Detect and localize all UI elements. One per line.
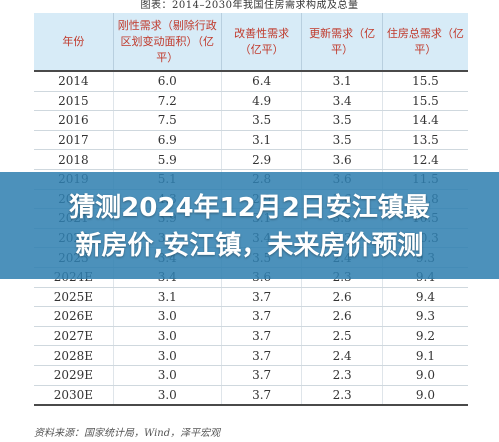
table-cell: 3.5 <box>220 110 302 131</box>
table-cell: 2.6 <box>301 306 383 327</box>
table-cell: 9.1 <box>381 345 468 366</box>
table-cell: 14.4 <box>381 110 468 131</box>
table-cell: 2026E <box>34 306 114 327</box>
header-renewal-demand: 更新需求（亿平） <box>301 13 383 72</box>
table-cell: 2.5 <box>301 326 383 347</box>
table-cell: 3.7 <box>220 345 302 366</box>
table-cell: 3.0 <box>112 385 222 407</box>
table-row: 2016 7.5 3.5 3.5 14.4 <box>34 110 468 131</box>
table-cell: 3.4 <box>301 91 383 112</box>
table-row: 2030E 3.0 3.7 2.3 9.0 <box>34 385 468 407</box>
table-cell: 3.7 <box>220 326 302 347</box>
table-cell: 2018 <box>34 149 114 170</box>
table-row: 2014 6.0 6.4 3.1 15.5 <box>34 71 468 92</box>
table-cell: 2.9 <box>220 149 302 170</box>
table-cell: 9.0 <box>381 365 468 386</box>
table-cell: 3.5 <box>301 130 383 151</box>
table-cell: 3.1 <box>220 130 302 151</box>
table-row: 2017 6.9 3.1 3.5 13.5 <box>34 130 468 151</box>
table-row: 2028E 3.0 3.7 2.4 9.1 <box>34 345 468 366</box>
header-improvement-demand: 改善性需求（亿平） <box>220 13 302 72</box>
table-cell: 2029E <box>34 365 114 386</box>
table-cell: 3.0 <box>112 306 222 327</box>
table-header-row: 年份 刚性需求（剔除行政区划变动面积）（亿平） 改善性需求（亿平） 更新需求（亿… <box>34 13 468 72</box>
header-year: 年份 <box>34 13 114 72</box>
table-cell: 6.9 <box>112 130 222 151</box>
table-cell: 3.7 <box>220 385 302 407</box>
table-cell: 2015 <box>34 91 114 112</box>
table-cell: 3.0 <box>112 365 222 386</box>
table-cell: 13.5 <box>381 130 468 151</box>
table-cell: 2027E <box>34 326 114 347</box>
table-cell: 7.2 <box>112 91 222 112</box>
table-row: 2029E 3.0 3.7 2.3 9.0 <box>34 365 468 386</box>
table-cell: 3.0 <box>112 326 222 347</box>
table-cell: 5.9 <box>112 149 222 170</box>
table-cell: 3.1 <box>301 71 383 92</box>
table-cell: 3.1 <box>112 287 222 308</box>
table-cell: 2030E <box>34 385 114 407</box>
table-cell: 2.3 <box>301 385 383 407</box>
header-total-demand: 住房总需求（亿平） <box>381 13 468 72</box>
table-cell: 2.6 <box>301 287 383 308</box>
table-cell: 3.0 <box>112 345 222 366</box>
table-cell: 7.5 <box>112 110 222 131</box>
table-cell: 2016 <box>34 110 114 131</box>
table-cell: 6.0 <box>112 71 222 92</box>
table-cell: 2.3 <box>301 365 383 386</box>
table-cell: 4.9 <box>220 91 302 112</box>
banner-title: 猜测2024年12月2日安江镇最 新房价,安江镇，未来房价预测 <box>69 193 430 261</box>
table-cell: 6.4 <box>220 71 302 92</box>
table-cell: 3.7 <box>220 365 302 386</box>
table-cell: 9.0 <box>381 385 468 407</box>
source-note: 资料来源：国家统计局，Wind，泽平宏观 <box>34 428 221 439</box>
table-row: 2018 5.9 2.9 3.6 12.4 <box>34 149 468 170</box>
table-cell: 15.5 <box>381 91 468 112</box>
header-rigid-demand: 刚性需求（剔除行政区划变动面积）（亿平） <box>112 13 222 72</box>
table-cell: 2025E <box>34 287 114 308</box>
table-cell: 3.5 <box>301 110 383 131</box>
table-row: 2025E 3.1 3.7 2.6 9.4 <box>34 287 468 308</box>
table-cell: 3.7 <box>220 306 302 327</box>
table-row: 2015 7.2 4.9 3.4 15.5 <box>34 91 468 112</box>
table-cell: 9.2 <box>381 326 468 347</box>
table-cell: 2014 <box>34 71 114 92</box>
table-cell: 3.7 <box>220 287 302 308</box>
table-cell: 2028E <box>34 345 114 366</box>
table-cell: 2017 <box>34 130 114 151</box>
table-cell: 2.4 <box>301 345 383 366</box>
table-cell: 9.4 <box>381 287 468 308</box>
table-cell: 15.5 <box>381 71 468 92</box>
title-banner <box>0 172 499 279</box>
table-caption: 图表：2014–2030年我国住房需求构成及总量 <box>140 0 359 11</box>
table-row: 2027E 3.0 3.7 2.5 9.2 <box>34 326 468 347</box>
table-cell: 3.6 <box>301 149 383 170</box>
table-cell: 12.4 <box>381 149 468 170</box>
table-cell: 9.3 <box>381 306 468 327</box>
table-row: 2026E 3.0 3.7 2.6 9.3 <box>34 306 468 327</box>
